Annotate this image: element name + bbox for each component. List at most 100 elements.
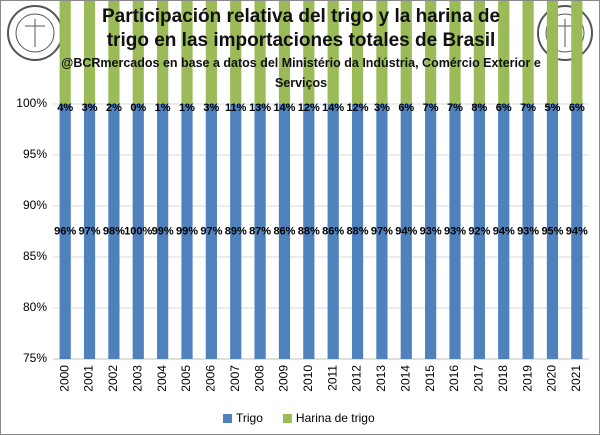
x-tick-label: 2021: [569, 365, 583, 392]
bar-segment: [498, 1, 510, 104]
x-tick-label: 2015: [423, 365, 437, 392]
bar-segment: [546, 1, 559, 104]
data-label: 96%: [54, 225, 76, 237]
data-label: 12%: [347, 102, 369, 114]
bar-segment: [400, 1, 412, 104]
y-tick-label: 90%: [23, 198, 47, 212]
x-tick-label: 2018: [496, 365, 510, 392]
data-label: 11%: [225, 102, 247, 114]
legend-swatch: [282, 414, 292, 423]
bar-segment: [83, 1, 96, 104]
bar-segment: [230, 104, 242, 359]
data-label: 97%: [371, 225, 393, 237]
bar-segment: [254, 1, 266, 104]
legend-swatch: [223, 414, 232, 423]
data-label: 89%: [225, 225, 247, 237]
x-tick-label: 2014: [398, 365, 412, 392]
bar-segment: [205, 104, 217, 359]
x-tick-label: 2008: [252, 365, 266, 392]
bar-segment: [376, 1, 388, 104]
bar-segment: [522, 104, 534, 359]
data-label: 93%: [444, 225, 466, 237]
data-label: 93%: [420, 225, 442, 237]
x-tick-label: 2020: [545, 365, 559, 392]
data-label: 4%: [57, 102, 73, 114]
bar-segment: [108, 1, 120, 104]
bar-segment: [522, 1, 534, 104]
x-tick-label: 2004: [155, 365, 169, 392]
data-label: 86%: [322, 225, 344, 237]
data-label: 94%: [566, 225, 588, 237]
x-tick-label: 2013: [374, 365, 388, 392]
bar-segment: [498, 104, 510, 359]
data-label: 94%: [395, 225, 417, 237]
bar-segment: [425, 104, 437, 359]
bar-segment: [278, 1, 291, 104]
bar-segment: [83, 104, 96, 359]
logo-left: [7, 5, 63, 61]
chart-title: Participación relativa del trigo y la ha…: [101, 6, 501, 51]
logo-right: [537, 5, 593, 61]
bar-segment: [181, 104, 193, 359]
bar-segment: [449, 1, 461, 104]
data-label: 98%: [103, 225, 125, 237]
data-label: 12%: [298, 102, 320, 114]
x-tick-label: 2017: [472, 365, 486, 392]
bar-segment: [303, 104, 315, 359]
data-label: 1%: [155, 102, 171, 114]
bar-segment: [205, 1, 217, 104]
bar-segment: [59, 1, 71, 104]
data-label: 87%: [249, 225, 271, 237]
data-label: 3%: [374, 102, 390, 114]
y-tick-label: 85%: [23, 249, 47, 263]
bar-segment: [157, 1, 169, 104]
x-tick-label: 2009: [277, 365, 291, 392]
bar-segment: [571, 104, 583, 359]
data-label: 97%: [79, 225, 101, 237]
bar-segment: [425, 1, 437, 104]
data-label: 93%: [517, 225, 539, 237]
bar-segment: [351, 104, 364, 359]
x-tick-label: 2001: [82, 365, 96, 392]
y-tick-label: 80%: [23, 300, 47, 314]
legend-label: Harina de trigo: [296, 411, 375, 425]
bar-segment: [400, 104, 412, 359]
data-label: 99%: [176, 225, 198, 237]
x-tick-label: 2007: [228, 365, 242, 392]
data-label: 6%: [569, 102, 585, 114]
data-label: 8%: [471, 102, 487, 114]
x-tick-label: 2012: [350, 365, 364, 392]
bar-segment: [303, 1, 315, 104]
bar-segment: [108, 104, 120, 359]
bar-segment: [59, 104, 71, 359]
data-label: 7%: [423, 102, 439, 114]
bar-segment: [327, 1, 339, 104]
x-tick-label: 2010: [301, 365, 315, 392]
bar-segment: [473, 104, 485, 359]
bar-segment: [230, 1, 242, 104]
data-label: 100%: [124, 225, 152, 237]
x-tick-label: 2019: [520, 365, 534, 392]
data-label: 97%: [200, 225, 222, 237]
bar-segment: [327, 104, 339, 359]
bar-segment: [157, 104, 169, 359]
x-tick-label: 2000: [57, 365, 71, 392]
bar-segment: [376, 104, 388, 359]
x-tick-label: 2002: [106, 365, 120, 392]
data-label: 14%: [322, 102, 344, 114]
data-label: 7%: [447, 102, 463, 114]
y-tick-label: 75%: [23, 351, 47, 365]
data-label: 88%: [347, 225, 369, 237]
x-tick-label: 2016: [447, 365, 461, 392]
data-label: 88%: [298, 225, 320, 237]
data-label: 7%: [520, 102, 536, 114]
y-tick-label: 100%: [16, 96, 47, 110]
data-label: 2%: [106, 102, 122, 114]
y-tick-label: 95%: [23, 147, 47, 161]
data-label: 6%: [398, 102, 414, 114]
bar-segment: [473, 1, 485, 104]
bar-segment: [449, 104, 461, 359]
bar-segment: [254, 104, 266, 359]
x-tick-label: 2003: [130, 365, 144, 392]
